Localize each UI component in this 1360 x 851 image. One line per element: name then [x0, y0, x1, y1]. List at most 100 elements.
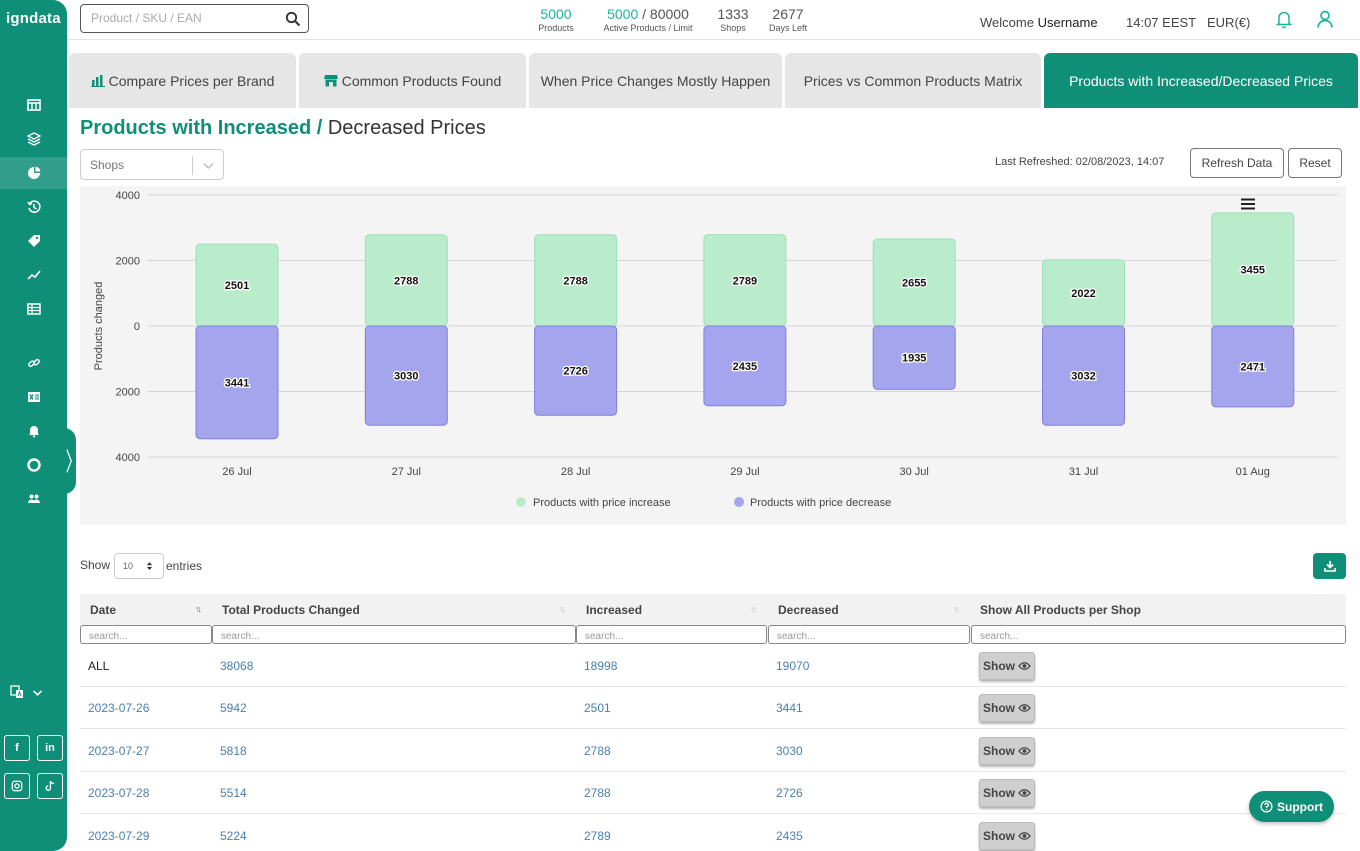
decreased-search-input[interactable]	[768, 625, 970, 644]
cell-total[interactable]: 38068	[220, 659, 254, 673]
stat-products-label: Products	[538, 23, 574, 33]
sidebar-item-users[interactable]	[0, 483, 67, 515]
cell-increased[interactable]: 2501	[584, 701, 611, 715]
cell-increased[interactable]: 18998	[584, 659, 618, 673]
column-header-date[interactable]: Date	[90, 603, 117, 617]
instagram-link[interactable]	[4, 773, 30, 799]
welcome-text: Welcome	[980, 15, 1034, 30]
entries-select[interactable]: 10	[114, 553, 164, 579]
dashboard-icon	[26, 99, 41, 111]
eye-icon	[1018, 832, 1031, 840]
eye-icon	[1018, 662, 1031, 670]
show-all-search-input[interactable]	[971, 625, 1346, 644]
shops-select-placeholder: Shops	[90, 158, 125, 172]
sort-icon[interactable]: ↑↓	[953, 604, 960, 614]
show-button[interactable]: Show	[979, 652, 1035, 680]
total-search-input[interactable]	[212, 625, 576, 644]
column-header-increased[interactable]: Increased	[586, 603, 643, 617]
increased-search-input[interactable]	[576, 625, 767, 644]
tab-compare-prices-per-brand[interactable]: Compare Prices per Brand	[69, 53, 296, 108]
sidebar-collapse-toggle[interactable]	[62, 428, 76, 494]
legend-marker-decrease	[734, 497, 744, 507]
sidebar-item-layers[interactable]	[0, 123, 67, 155]
data-label-increase: 2022	[1071, 288, 1095, 300]
cell-date[interactable]: 2023-07-27	[88, 744, 150, 758]
linkedin-link[interactable]: in	[37, 735, 63, 761]
table-row: ALL 38068 18998 19070 Show	[80, 645, 1346, 687]
cell-date[interactable]: 2023-07-29	[88, 829, 150, 843]
cell-decreased[interactable]: 3030	[776, 744, 803, 758]
sidebar-item-dashboard[interactable]	[0, 89, 67, 121]
cell-decreased[interactable]: 2726	[776, 786, 803, 800]
tab-prices-vs-common-products[interactable]: Prices vs Common Products Matrix	[785, 53, 1041, 108]
bell-icon[interactable]	[1275, 9, 1293, 29]
cell-total[interactable]: 5818	[220, 744, 247, 758]
language-selector[interactable]	[0, 676, 67, 708]
translate-icon	[10, 685, 23, 698]
shops-select[interactable]: Shops	[80, 149, 224, 180]
download-button[interactable]	[1313, 553, 1346, 579]
facebook-link[interactable]: f	[4, 735, 30, 761]
tab-label: Common Products Found	[341, 72, 502, 89]
search-input[interactable]	[91, 11, 281, 25]
sidebar-item-tags[interactable]	[0, 225, 67, 257]
chevron-right-icon	[65, 449, 72, 473]
cell-decreased[interactable]: 2435	[776, 829, 803, 843]
show-button[interactable]: Show	[979, 779, 1035, 807]
current-time: 14:07 EEST	[1126, 15, 1197, 30]
cell-total[interactable]: 5942	[220, 701, 247, 715]
username: Username	[1037, 15, 1098, 30]
sidebar-item-help[interactable]	[0, 449, 67, 481]
cell-total[interactable]: 5224	[220, 829, 247, 843]
sidebar-item-links[interactable]	[0, 347, 67, 379]
y-tick-label: 2000	[116, 387, 140, 399]
tiktok-link[interactable]	[37, 773, 63, 799]
cell-date[interactable]: 2023-07-26	[88, 701, 150, 715]
table-row: 2023-07-28 5514 2788 2726 Show	[80, 772, 1346, 814]
cell-date: ALL	[88, 659, 110, 673]
tab-when-price-changes[interactable]: When Price Changes Mostly Happen	[529, 53, 782, 108]
column-header-total[interactable]: Total Products Changed	[222, 603, 360, 617]
cell-increased[interactable]: 2788	[584, 786, 611, 800]
top-bar: 5000 Products 5000 / 80000 Active Produc…	[67, 0, 1360, 40]
bar-decrease	[364, 325, 448, 426]
user-icon[interactable]	[1316, 9, 1334, 29]
tab-increased-decreased-prices[interactable]: Products with Increased/Decreased Prices	[1044, 53, 1358, 108]
column-header-decreased[interactable]: Decreased	[778, 603, 839, 617]
sidebar-item-excel[interactable]	[0, 381, 67, 413]
sidebar-item-analytics[interactable]	[0, 157, 67, 189]
sidebar-item-history[interactable]	[0, 191, 67, 223]
stat-days-value: 2677	[772, 6, 804, 22]
cell-total[interactable]: 5514	[220, 786, 247, 800]
support-button[interactable]: Support	[1249, 791, 1334, 822]
reset-button[interactable]: Reset	[1288, 148, 1342, 178]
hamburger-menu-icon[interactable]	[1241, 198, 1255, 210]
cell-decreased[interactable]: 19070	[776, 659, 810, 673]
stat-days-label: Days Left	[768, 23, 808, 33]
search-icon[interactable]	[285, 11, 301, 27]
download-icon	[1323, 561, 1336, 572]
show-button[interactable]: Show	[979, 694, 1035, 722]
x-tick-label: 30 Jul	[900, 466, 929, 478]
sidebar-item-reports[interactable]	[0, 293, 67, 325]
sidebar-item-trends[interactable]	[0, 259, 67, 291]
legend-label-increase: Products with price increase	[533, 497, 671, 509]
cell-decreased[interactable]: 3441	[776, 701, 803, 715]
sidebar-item-alerts[interactable]	[0, 415, 67, 447]
layers-icon	[26, 132, 41, 146]
cell-date[interactable]: 2023-07-28	[88, 786, 150, 800]
tab-common-products-found[interactable]: Common Products Found	[299, 53, 526, 108]
sort-updown-icon	[146, 562, 153, 570]
refresh-data-button[interactable]: Refresh Data	[1190, 148, 1284, 178]
cell-increased[interactable]: 2788	[584, 744, 611, 758]
page-title-rest: Decreased Prices	[327, 117, 486, 139]
currency-selector[interactable]: EUR(€)	[1207, 15, 1251, 30]
cell-increased[interactable]: 2789	[584, 829, 611, 843]
sort-icon[interactable]: ↑↓	[195, 604, 202, 614]
eye-icon	[1018, 747, 1031, 755]
show-button[interactable]: Show	[979, 822, 1035, 850]
sort-icon[interactable]: ↑↓	[559, 604, 566, 614]
date-search-input[interactable]	[80, 625, 212, 644]
sort-icon[interactable]: ↑↓	[750, 604, 757, 614]
show-button[interactable]: Show	[979, 737, 1035, 765]
